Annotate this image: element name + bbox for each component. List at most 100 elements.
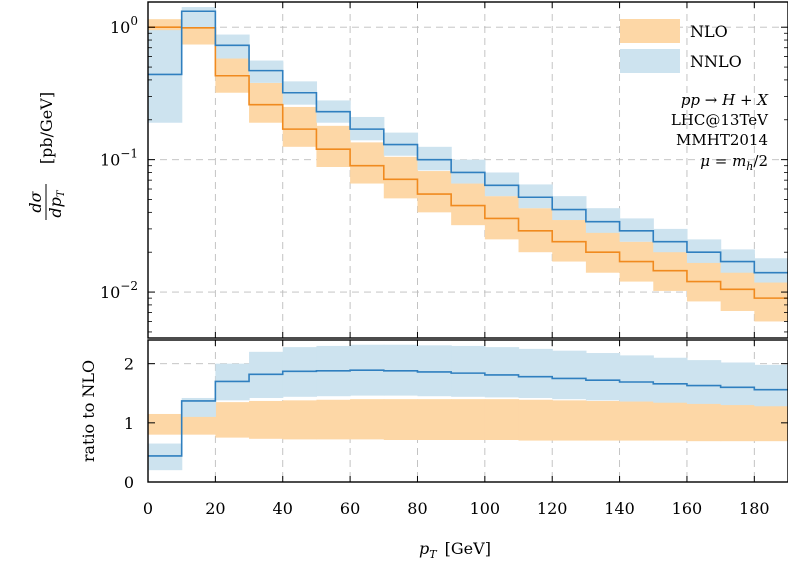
ratio-nlo-band-bin bbox=[249, 400, 284, 439]
bottom-y-tick-label: 0 bbox=[124, 473, 134, 492]
ratio-nlo-band-bin bbox=[316, 399, 351, 440]
y-label-unit: [pb/GeV] bbox=[37, 92, 56, 164]
ratio-nlo-band-bin bbox=[552, 400, 587, 441]
top-ticks: 100 10−1 10−2 bbox=[100, 14, 788, 333]
ratio-nlo-band-bin bbox=[451, 399, 486, 440]
annotation-collider: LHC@13TeV bbox=[671, 111, 769, 129]
ratio-nnlo-band-bin bbox=[417, 345, 452, 397]
nlo-band-bin bbox=[383, 156, 419, 199]
ratio-nnlo-band-bin bbox=[181, 397, 216, 417]
ratio-nlo-band bbox=[148, 399, 788, 442]
ratio-nnlo-band-bin bbox=[148, 443, 183, 471]
ratio-nnlo-band-bin bbox=[518, 348, 553, 398]
annotation-scale: μ = mh/2 bbox=[700, 152, 768, 173]
top-y-tick-label: 100 bbox=[110, 14, 138, 37]
y-label-denominator: dpT bbox=[46, 189, 67, 217]
ratio-nlo-band-bin bbox=[686, 403, 722, 442]
nlo-band-bin bbox=[417, 171, 452, 213]
annotation-scale-sub: h bbox=[746, 160, 753, 173]
legend-swatch-nlo bbox=[620, 19, 680, 43]
nnlo-line bbox=[148, 10, 788, 274]
nlo-band bbox=[148, 19, 788, 322]
ratio-nnlo-band bbox=[148, 344, 788, 471]
annotation-scale-div: /2 bbox=[753, 152, 768, 170]
nlo-band-bin bbox=[552, 220, 587, 262]
x-tick-label: 140 bbox=[604, 499, 635, 518]
ratio-nnlo-band-bin bbox=[552, 350, 587, 400]
nnlo-band-bin bbox=[148, 30, 183, 123]
nnlo-band-bin bbox=[451, 159, 486, 184]
ratio-nlo-band-bin bbox=[417, 399, 452, 440]
ratio-nnlo-band-bin bbox=[686, 360, 722, 404]
ratio-y-label: ratio to NLO bbox=[79, 360, 98, 462]
legend-label-nlo: NLO bbox=[690, 22, 728, 41]
bottom-y-tick-label: 2 bbox=[124, 355, 134, 374]
x-axis-ticks: 0 20 40 60 80 100 120 140 160 180 bbox=[143, 2, 770, 518]
x-tick-label: 160 bbox=[672, 499, 703, 518]
ratio-nlo-band-bin bbox=[350, 399, 385, 440]
ratio-nlo-band-bin bbox=[215, 402, 250, 438]
nnlo-band bbox=[148, 7, 788, 283]
legend-swatch-nnlo bbox=[620, 49, 680, 73]
x-tick-label: 100 bbox=[470, 499, 501, 518]
nnlo-band-bin bbox=[585, 208, 621, 233]
bottom-y-tick-label: 1 bbox=[124, 414, 134, 433]
ratio-nlo-band-bin bbox=[619, 401, 654, 441]
annotation-process: pp → H + X bbox=[681, 91, 769, 109]
x-tick-label: 0 bbox=[143, 499, 153, 518]
top-panel: 100 10−1 10−2 NLO NNLO pp → H + X LHC@13Te… bbox=[26, 1, 788, 339]
ratio-nlo-band-bin bbox=[653, 402, 688, 441]
bottom-series bbox=[148, 344, 788, 471]
ratio-nlo-band-bin bbox=[585, 400, 621, 441]
ratio-nlo-band-bin bbox=[518, 399, 553, 441]
ratio-nnlo-band-bin bbox=[754, 364, 788, 407]
nlo-band-bin bbox=[282, 106, 318, 147]
x-tick-label: 120 bbox=[537, 499, 568, 518]
nnlo-band-bin bbox=[653, 228, 688, 253]
top-series bbox=[148, 7, 788, 322]
ratio-nnlo-band-bin bbox=[484, 347, 520, 398]
nnlo-band-bin bbox=[754, 258, 788, 283]
nnlo-band-bin bbox=[518, 184, 553, 209]
ratio-nlo-band-bin bbox=[720, 404, 755, 442]
nlo-band-bin bbox=[215, 54, 250, 93]
x-axis-label: pT [GeV] bbox=[419, 539, 491, 561]
nlo-band-bin bbox=[316, 125, 351, 167]
nlo-band-bin bbox=[754, 276, 788, 322]
nnlo-band-bin bbox=[181, 7, 216, 28]
top-y-tick-label: 10−1 bbox=[100, 147, 138, 170]
x-tick-label: 20 bbox=[205, 499, 225, 518]
top-frame bbox=[147, 1, 788, 339]
x-tick-label: 40 bbox=[273, 499, 293, 518]
nlo-band-bin bbox=[451, 183, 486, 226]
legend-label-nnlo: NNLO bbox=[690, 52, 742, 71]
x-tick-label: 180 bbox=[739, 499, 770, 518]
nlo-line bbox=[148, 26, 788, 299]
bottom-panel: 0 1 2 ratio to NLO bbox=[79, 339, 788, 492]
ratio-nlo-band-bin bbox=[181, 413, 216, 435]
nnlo-band-bin bbox=[686, 239, 722, 263]
ratio-nnlo-band-bin bbox=[585, 353, 621, 401]
ratio-nlo-band-bin bbox=[282, 400, 318, 440]
nlo-band-bin bbox=[350, 142, 385, 184]
nnlo-band-bin bbox=[552, 196, 587, 221]
nlo-band-bin bbox=[686, 258, 722, 302]
ratio-nlo-band-bin bbox=[383, 399, 419, 440]
annotation-pdf: MMHT2014 bbox=[676, 131, 768, 149]
top-y-label: dσ dpT [pb/GeV] bbox=[26, 92, 67, 220]
nlo-band-bin bbox=[249, 82, 284, 123]
x-tick-label: 80 bbox=[407, 499, 427, 518]
ratio-nnlo-band-bin bbox=[653, 357, 688, 403]
bottom-frame bbox=[147, 339, 788, 483]
top-y-tick-label: 10−2 bbox=[100, 279, 138, 302]
process-annotations: pp → H + X LHC@13TeV MMHT2014 μ = mh/2 bbox=[671, 91, 769, 173]
ratio-nnlo-band-bin bbox=[619, 355, 654, 402]
nnlo-band-bin bbox=[417, 146, 452, 171]
ratio-nnlo-band-bin bbox=[451, 345, 486, 397]
ratio-nlo-band-bin bbox=[148, 413, 183, 435]
nnlo-band-bin bbox=[249, 60, 284, 83]
ratio-nnlo-line bbox=[148, 369, 788, 457]
ratio-nnlo-band-bin bbox=[720, 362, 755, 406]
nnlo-band-bin bbox=[484, 172, 520, 197]
